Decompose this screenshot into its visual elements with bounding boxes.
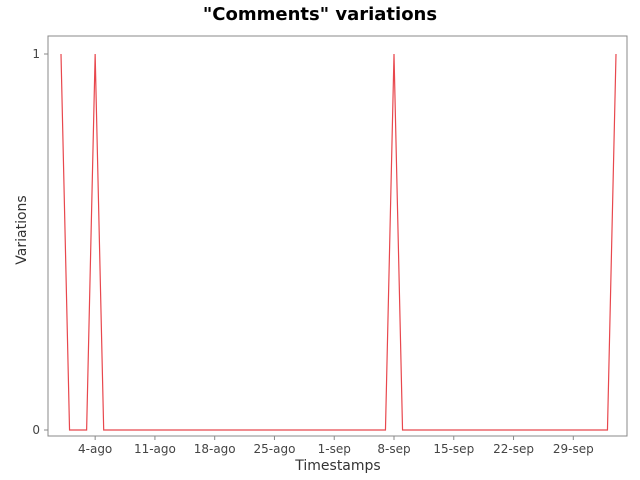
- series-line-comments: [60, 53, 617, 431]
- x-tick-label: 18-ago: [194, 442, 236, 456]
- x-tick-label: 15-sep: [433, 442, 474, 456]
- x-tick-label: 4-ago: [78, 442, 112, 456]
- x-tick-label: 11-ago: [134, 442, 176, 456]
- x-tick-label: 8-sep: [377, 442, 410, 456]
- y-tick-label: 1: [32, 47, 40, 61]
- plot-frame: [47, 35, 628, 437]
- x-tick-label: 25-ago: [254, 442, 296, 456]
- x-axis-label: Timestamps: [294, 458, 380, 474]
- chart-title: "Comments" variations: [202, 4, 438, 25]
- y-tick-label: 0: [32, 423, 40, 437]
- x-tick-label: 1-sep: [318, 442, 351, 456]
- x-tick-label: 29-sep: [553, 442, 594, 456]
- y-axis-label: Variations: [14, 195, 30, 264]
- x-tick-label: 22-sep: [493, 442, 534, 456]
